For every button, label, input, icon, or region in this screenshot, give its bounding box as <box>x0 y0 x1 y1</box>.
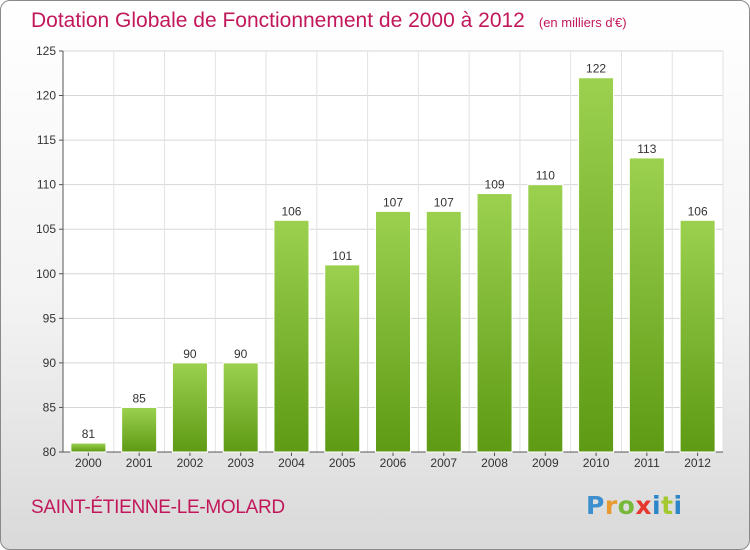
data-label: 109 <box>485 178 505 192</box>
chart-title: Dotation Globale de Fonctionnement de 20… <box>31 9 627 33</box>
bar-2002 <box>171 362 208 453</box>
bar-2004 <box>273 219 310 453</box>
bar-2001 <box>121 406 158 453</box>
x-tick-label: 2006 <box>380 456 407 470</box>
bar-2012 <box>679 219 716 453</box>
y-tick-label: 120 <box>36 89 56 103</box>
x-tick-label: 2000 <box>75 456 102 470</box>
x-tick-label: 2008 <box>481 456 508 470</box>
x-tick-label: 2009 <box>532 456 559 470</box>
data-label: 106 <box>281 204 301 218</box>
x-tick-label: 2002 <box>177 456 204 470</box>
x-tick-label: 2011 <box>634 456 660 470</box>
y-tick-label: 90 <box>43 356 57 370</box>
bar-2006 <box>375 210 411 453</box>
y-tick-label: 115 <box>37 133 56 147</box>
bar-2011 <box>628 157 665 453</box>
y-tick-label: 80 <box>43 445 57 459</box>
data-labels: 81 85 90 90 106 101 107 107 109 110 122 113 106 <box>82 62 708 441</box>
data-label: 107 <box>383 195 403 209</box>
bar-2009 <box>527 184 564 453</box>
x-tick-label: 2005 <box>329 456 356 470</box>
data-label: 110 <box>536 169 555 183</box>
bar-2005 <box>324 264 361 453</box>
bar-2010 <box>578 77 615 453</box>
y-tick-label: 105 <box>36 222 56 236</box>
x-tick-label: 2010 <box>583 456 610 470</box>
data-label: 106 <box>688 204 708 218</box>
bar-2007 <box>425 210 462 453</box>
data-label: 122 <box>586 62 606 76</box>
commune-name: SAINT-ÉTIENNE-LE-MOLARD <box>31 497 285 518</box>
y-tick-label: 95 <box>43 311 57 325</box>
y-tick-label: 100 <box>36 267 56 281</box>
y-tick-label: 85 <box>43 400 57 414</box>
bar-2008 <box>476 193 513 453</box>
x-tick-label: 2001 <box>126 456 153 470</box>
x-tick-label: 2007 <box>430 456 457 470</box>
y-tick-label: 110 <box>37 178 56 192</box>
y-tick-label: 125 <box>36 44 56 58</box>
data-label: 90 <box>234 347 248 361</box>
data-label: 113 <box>637 142 656 156</box>
data-label: 107 <box>434 195 454 209</box>
proxiti-logo[interactable]: Proxiti <box>586 491 683 520</box>
x-tick-label: 2004 <box>278 456 305 470</box>
axes: 80 85 90 95 100 105 110 115 120 125 2000 2001 2002 20… <box>36 44 723 470</box>
bars <box>70 77 716 453</box>
data-label: 90 <box>183 347 197 361</box>
x-tick-label: 2012 <box>684 456 711 470</box>
data-label: 101 <box>332 249 352 263</box>
data-label: 85 <box>132 391 146 405</box>
bar-2003 <box>222 362 259 453</box>
x-tick-label: 2003 <box>227 456 254 470</box>
bar-2000 <box>70 442 107 453</box>
chart-title-text: Dotation Globale de Fonctionnement de 20… <box>31 9 525 32</box>
chart-unit: (en milliers d'€) <box>538 15 627 30</box>
data-label: 81 <box>82 427 96 441</box>
